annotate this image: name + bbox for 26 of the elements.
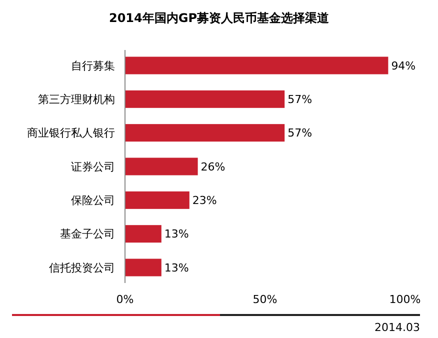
x-tick-label: 0% (116, 293, 134, 306)
data-label: 26% (200, 160, 226, 174)
data-label: 13% (164, 228, 189, 241)
y-tick-label: 商业银行私人银行 (27, 126, 115, 140)
data-label: 57% (288, 93, 312, 106)
text: 2014.03 (374, 321, 420, 334)
y-tick-label: 第三方理财机构 (38, 93, 115, 106)
y-tick-label: 自行募集 (71, 59, 115, 72)
chart-title: 2014年国内GP募资人民币基金选择渠道 (108, 11, 330, 25)
y-tick-label: 保险公司 (71, 194, 115, 208)
data-label: 57% (288, 126, 312, 140)
bar (125, 124, 285, 142)
data-label: 13% (164, 261, 189, 274)
bar (125, 258, 162, 276)
bar (125, 90, 285, 108)
y-tick-label: 证券公司 (71, 160, 115, 174)
y-tick-label: 信托投资公司 (49, 261, 115, 274)
bar (125, 191, 190, 209)
x-tick-label: 100% (389, 293, 421, 306)
bar (125, 56, 388, 74)
data-label: 94% (391, 59, 416, 72)
y-tick-label: 基金子公司 (60, 228, 115, 241)
bar (125, 225, 162, 243)
data-label: 23% (192, 194, 217, 208)
x-tick-label: 50% (252, 293, 278, 306)
bar (125, 158, 198, 176)
